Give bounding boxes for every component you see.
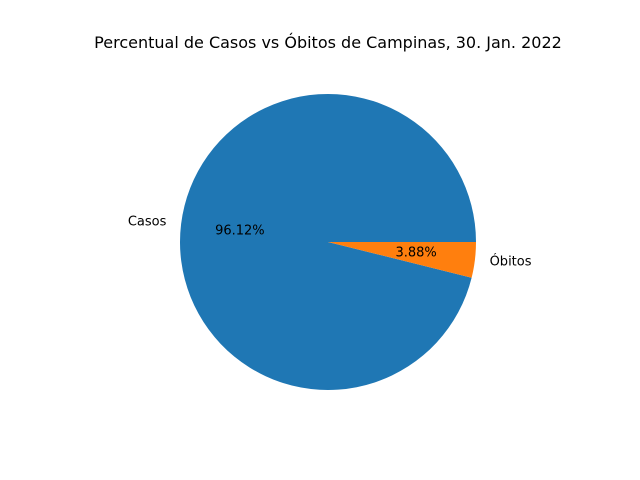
pie-label-0: Casos	[128, 215, 167, 230]
pie-slice-casos	[180, 93, 477, 390]
pie-pct-label-0: 96.12%	[215, 224, 265, 239]
pie-label-1: Óbitos	[490, 253, 532, 269]
chart-title: Percentual de Casos vs Óbitos de Campina…	[94, 33, 562, 52]
pie-pct-label-1: 3.88%	[395, 245, 436, 260]
pie-slice-obitos	[328, 242, 476, 278]
